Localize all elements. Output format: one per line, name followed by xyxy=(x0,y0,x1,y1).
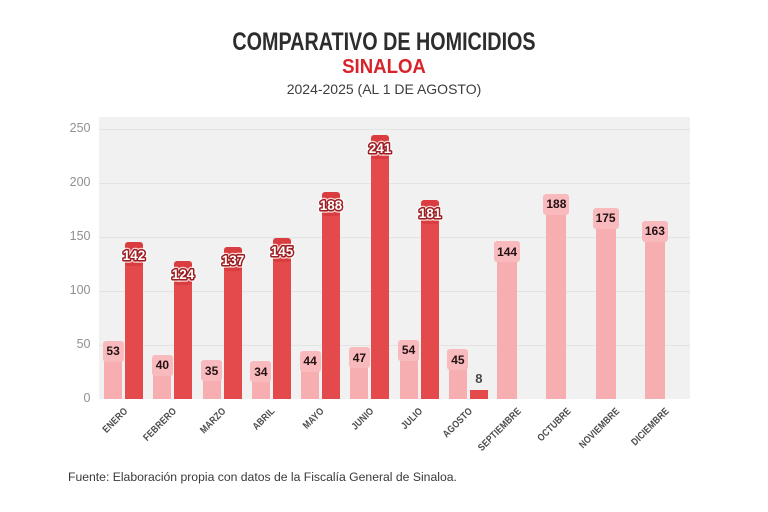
svg-text:181: 181 xyxy=(418,206,441,221)
svg-text:142: 142 xyxy=(123,248,146,263)
svg-text:188: 188 xyxy=(320,198,343,213)
svg-text:188: 188 xyxy=(320,198,343,213)
svg-text:145: 145 xyxy=(271,244,294,259)
svg-text:142: 142 xyxy=(123,248,146,263)
svg-text:181: 181 xyxy=(418,206,441,221)
svg-text:137: 137 xyxy=(221,253,244,268)
svg-text:137: 137 xyxy=(221,253,244,268)
svg-text:145: 145 xyxy=(271,244,294,259)
svg-text:241: 241 xyxy=(369,141,392,156)
svg-text:241: 241 xyxy=(369,141,392,156)
svg-text:124: 124 xyxy=(172,267,195,282)
svg-text:124: 124 xyxy=(172,267,195,282)
